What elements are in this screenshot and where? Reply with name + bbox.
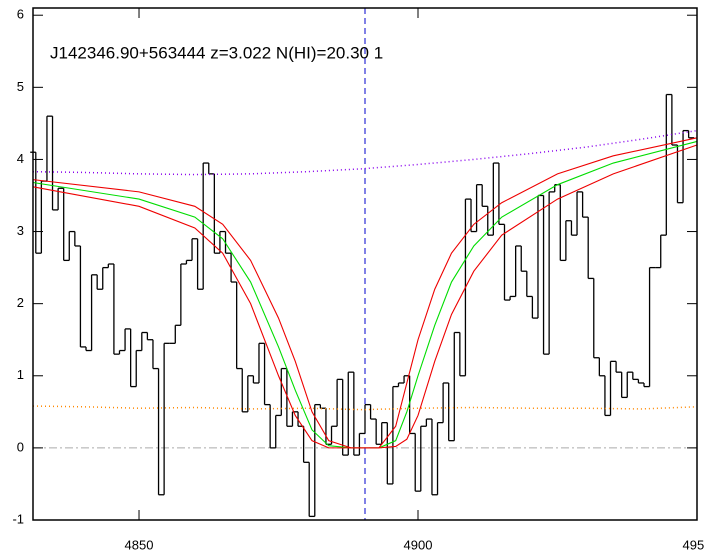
plot-frame xyxy=(32,7,698,521)
y-tick-label: 3 xyxy=(17,223,24,238)
dotted-curve xyxy=(32,405,698,411)
y-tick-label: 5 xyxy=(17,79,24,94)
y-tick-label: 1 xyxy=(17,367,24,382)
y-tick-label: 0 xyxy=(17,439,24,454)
x-tick-label: 4900 xyxy=(404,537,433,552)
y-tick-label: 4 xyxy=(17,151,24,166)
y-tick-label: 2 xyxy=(17,295,24,310)
model-curve xyxy=(32,144,698,449)
chart-title: J142346.90+563444 z=3.022 N(HI)=20.30 1 xyxy=(50,43,383,62)
y-tick-label: -1 xyxy=(12,511,24,526)
x-tick-label: 4850 xyxy=(125,537,154,552)
x-tick-label: 4950 xyxy=(683,537,704,552)
y-tick-label: 6 xyxy=(17,7,24,22)
